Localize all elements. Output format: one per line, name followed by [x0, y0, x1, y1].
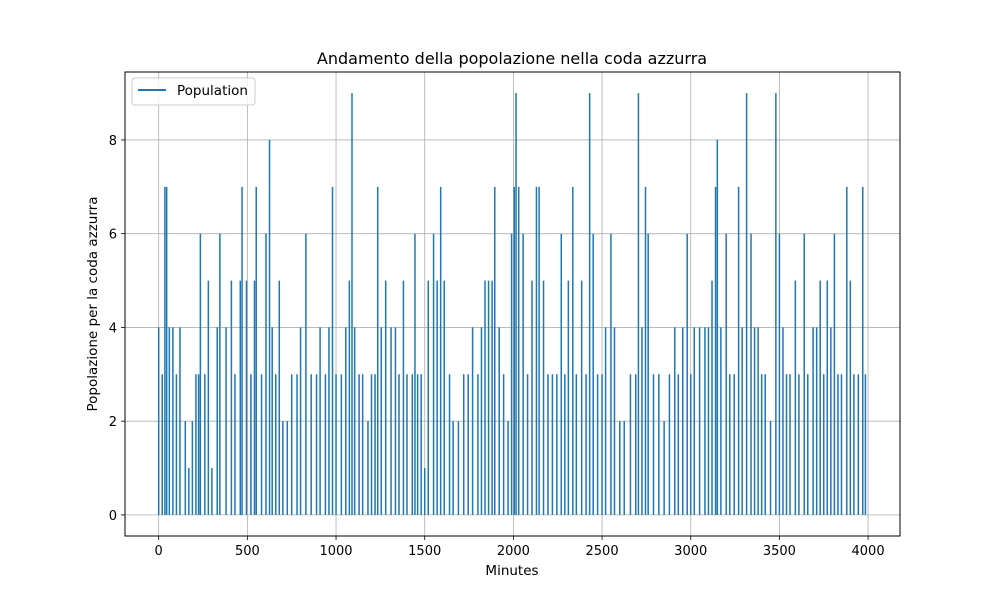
x-tick-label: 4000	[852, 544, 885, 559]
legend: Population	[131, 77, 256, 106]
data-series-population	[157, 93, 867, 515]
x-tick-label: 3000	[674, 544, 707, 559]
axes-frame	[124, 71, 901, 537]
legend-label-population: Population	[177, 83, 248, 99]
x-tick-label: 0	[155, 544, 163, 559]
y-tick-label: 4	[109, 321, 117, 336]
y-tick-label: 2	[109, 415, 117, 430]
x-tick-label: 1500	[408, 544, 441, 559]
chart-title: Andamento della popolazione nella coda a…	[317, 49, 707, 68]
y-tick-label: 6	[109, 228, 117, 243]
y-tick-label: 8	[109, 134, 117, 149]
x-tick-label: 2000	[497, 544, 530, 559]
y-tick-label: 0	[109, 509, 117, 524]
x-tick-label: 3500	[763, 544, 796, 559]
x-tick-label: 500	[235, 544, 260, 559]
legend-box	[131, 77, 256, 106]
x-axis-label: Minutes	[485, 563, 538, 579]
axis-ticks: 0 500 1000 1500 2000 2500 3000 3500 4000 0 2 4 6 8	[109, 134, 885, 559]
x-tick-label: 2500	[586, 544, 619, 559]
y-axis-label: Popolazione per la coda azzurra	[85, 196, 101, 411]
x-tick-label: 1000	[319, 544, 352, 559]
